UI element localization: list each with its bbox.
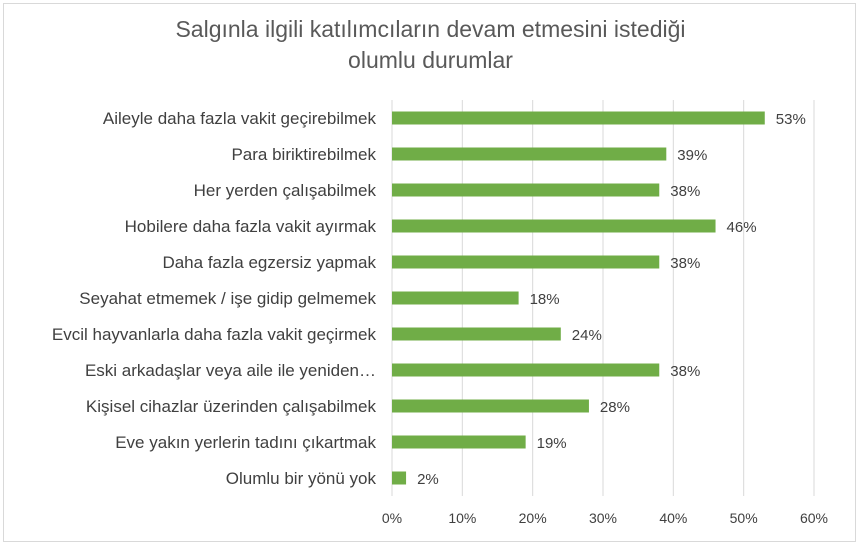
chart-title: Salgınla ilgili katılımcıların devam etm… <box>0 14 861 76</box>
category-label: Her yerden çalışabilmek <box>194 181 377 200</box>
category-label: Hobilere daha fazla vakit ayırmak <box>125 217 377 236</box>
category-label: Olumlu bir yönü yok <box>226 469 377 488</box>
x-tick-label: 40% <box>659 510 687 526</box>
bar <box>392 147 667 161</box>
data-labels: 53% 39% 38% 46% 38% 18% 24% 38% 28% 19% 2% <box>417 111 806 488</box>
bar <box>392 255 660 269</box>
x-tick-label: 60% <box>800 510 828 526</box>
x-tick-label: 0% <box>382 510 402 526</box>
x-tick-label: 10% <box>448 510 476 526</box>
data-label: 19% <box>537 435 567 452</box>
category-label: Eski arkadaşlar veya aile ile yeniden… <box>85 361 376 380</box>
data-label: 53% <box>776 111 806 128</box>
bar <box>392 291 519 305</box>
bar <box>392 399 589 413</box>
bar <box>392 363 660 377</box>
bar <box>392 435 526 449</box>
category-label: Eve yakın yerlerin tadını çıkartmak <box>115 433 376 452</box>
x-tick-label: 30% <box>589 510 617 526</box>
data-label: 38% <box>670 183 700 200</box>
gridlines <box>391 100 815 496</box>
chart-area <box>3 3 856 542</box>
data-label: 39% <box>677 147 707 164</box>
bar <box>392 111 765 125</box>
bar <box>392 183 660 197</box>
bar <box>392 471 407 485</box>
x-tick-label: 50% <box>730 510 758 526</box>
category-label: Daha fazla egzersiz yapmak <box>162 253 376 272</box>
data-label: 24% <box>572 327 602 344</box>
data-label: 38% <box>670 363 700 380</box>
category-label: Seyahat etmemek / işe gidip gelmemek <box>79 289 376 308</box>
category-label: Evcil hayvanlarla daha fazla vakit geçir… <box>52 325 377 344</box>
data-label: 2% <box>417 471 439 488</box>
x-tick-label: 20% <box>519 510 547 526</box>
chart-title-line-2: olumlu durumlar <box>348 47 513 73</box>
category-label: Aileyle daha fazla vakit geçirebilmek <box>103 109 377 128</box>
bars <box>392 111 765 485</box>
x-axis-tick-labels: 0% 10% 20% 30% 40% 50% 60% <box>382 510 828 526</box>
bar <box>392 219 716 233</box>
data-label: 46% <box>727 219 757 236</box>
category-label: Para biriktirebilmek <box>231 145 376 164</box>
category-label: Kişisel cihazlar üzerinden çalışabilmek <box>86 397 377 416</box>
data-label: 28% <box>600 399 630 416</box>
bar <box>392 327 561 341</box>
data-label: 38% <box>670 255 700 272</box>
chart-title-line-1: Salgınla ilgili katılımcıların devam etm… <box>175 16 686 42</box>
category-labels: Aileyle daha fazla vakit geçirebilmek Par… <box>52 109 377 488</box>
data-label: 18% <box>530 291 560 308</box>
